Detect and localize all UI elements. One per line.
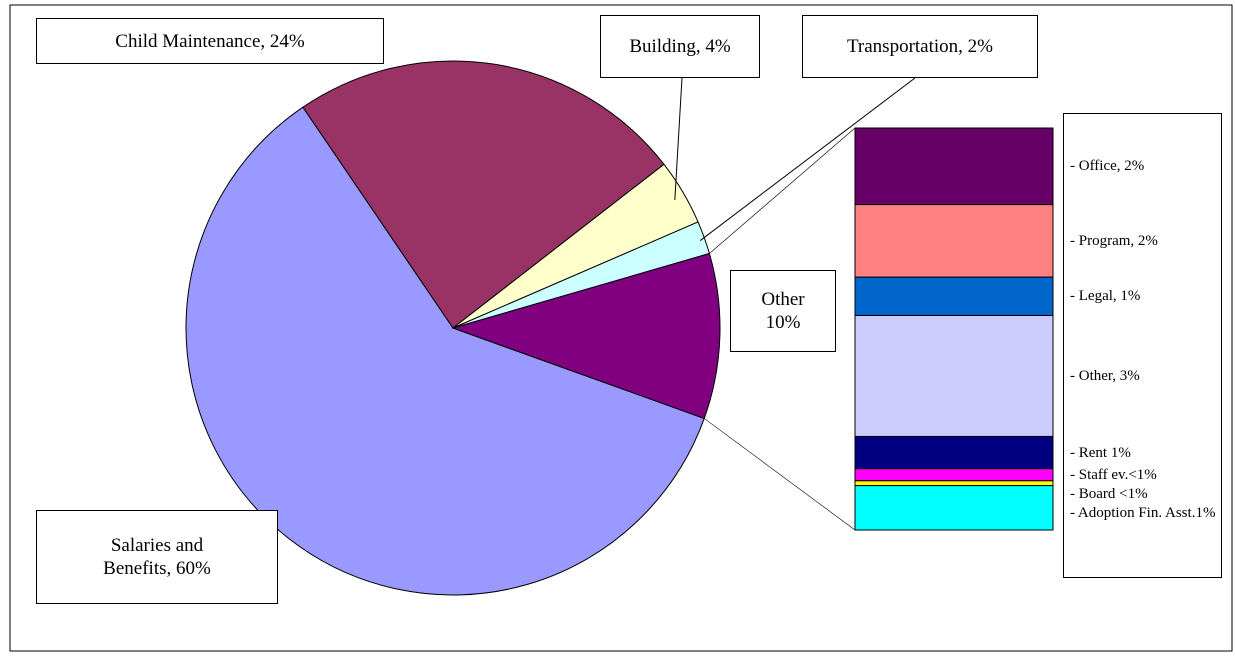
slice-label: Transportation, 2% (802, 15, 1038, 78)
breakdown-bar-segment (854, 276, 1054, 316)
slice-label: Building, 4% (600, 15, 760, 78)
slice-label: Other 10% (730, 270, 836, 352)
breakdown-bar-segment (854, 435, 1054, 470)
breakdown-label: - Rent 1% (1070, 444, 1131, 461)
pie-slice (451, 252, 721, 420)
breakdown-label: - Program, 2% (1070, 232, 1158, 249)
breakdown-label: - Legal, 1% (1070, 288, 1141, 305)
breakdown-label: - Adoption Fin. Asst.1% (1070, 504, 1216, 521)
connector-line (709, 127, 856, 254)
breakdown-bar-segment (854, 314, 1054, 437)
slice-label: Salaries and Benefits, 60% (36, 510, 278, 604)
breakdown-legend-box (1063, 113, 1222, 578)
breakdown-label: - Board <1% (1070, 485, 1148, 502)
leader-line (699, 77, 916, 241)
slice-label: Child Maintenance, 24% (36, 18, 384, 64)
pie-slice (185, 106, 705, 596)
breakdown-label: - Office, 2% (1070, 158, 1145, 175)
breakdown-label: - Staff ev.<1% (1070, 466, 1157, 483)
breakdown-bar-segment (854, 485, 1054, 531)
breakdown-bar-segment (854, 204, 1054, 278)
pie-slice (302, 60, 665, 329)
breakdown-bar-segment (854, 127, 1054, 206)
connector-line (704, 418, 856, 531)
breakdown-bar-segment (854, 480, 1054, 487)
breakdown-bar-segment (854, 468, 1054, 482)
leader-line (674, 77, 683, 201)
breakdown-label: - Other, 3% (1070, 367, 1140, 384)
